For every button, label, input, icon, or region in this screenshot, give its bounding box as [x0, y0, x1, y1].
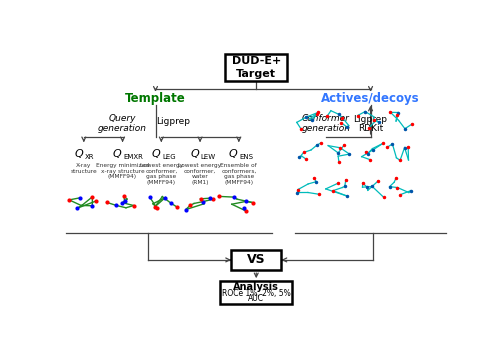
Text: Template: Template [125, 92, 186, 105]
Text: $Q$: $Q$ [112, 147, 122, 160]
Text: Ensemble of
conformers,
gas phase
(MMFF94): Ensemble of conformers, gas phase (MMFF9… [220, 163, 257, 185]
Text: $Q$: $Q$ [151, 147, 162, 160]
Text: LEW: LEW [201, 154, 216, 160]
Text: ROCe 1%, 2%, 5%: ROCe 1%, 2%, 5% [222, 289, 290, 298]
Text: ENS: ENS [240, 154, 254, 160]
Text: Energy minimized
x-ray structure
(MMFF94): Energy minimized x-ray structure (MMFF94… [96, 163, 149, 180]
Text: XR: XR [84, 154, 94, 160]
Text: $Q$: $Q$ [228, 147, 239, 160]
Text: Actives/decoys: Actives/decoys [321, 92, 420, 105]
FancyBboxPatch shape [225, 54, 287, 81]
Text: DUD-E+
Target: DUD-E+ Target [232, 56, 281, 79]
FancyBboxPatch shape [231, 250, 281, 270]
Text: RDKit: RDKit [358, 124, 383, 133]
FancyBboxPatch shape [220, 281, 292, 304]
Text: AUC: AUC [248, 294, 264, 303]
Text: Conformer
generation: Conformer generation [302, 114, 350, 133]
Text: X-ray
structure: X-ray structure [70, 163, 97, 174]
Text: LEG: LEG [162, 154, 175, 160]
Text: $Q$: $Q$ [190, 147, 200, 160]
Text: Query
generation: Query generation [98, 114, 147, 133]
Text: Ligprep: Ligprep [354, 115, 388, 124]
Text: Analysis: Analysis [234, 282, 279, 292]
Text: Ligprep: Ligprep [156, 117, 190, 126]
Text: EMXR: EMXR [124, 154, 143, 160]
Text: VS: VS [247, 253, 266, 266]
Text: Lowest energy
conformer,
gas phase
(MMFF94): Lowest energy conformer, gas phase (MMFF… [140, 163, 183, 185]
Text: $Q$: $Q$ [74, 147, 84, 160]
Text: Lowest energy
conformer,
water
(RM1): Lowest energy conformer, water (RM1) [178, 163, 222, 185]
